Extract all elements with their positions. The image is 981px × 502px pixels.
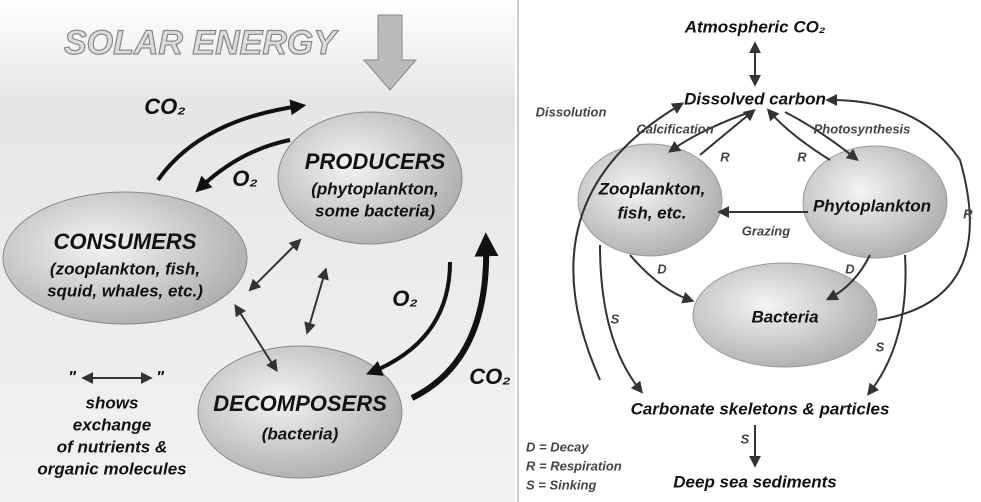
legend-text: S = Sinking [526, 477, 596, 492]
node-label: DECOMPOSERS [213, 391, 387, 416]
node-sublabel: (zooplankton, fish, [50, 259, 200, 278]
consumers-node [3, 192, 247, 324]
process-label: R [720, 149, 730, 164]
node-label: fish, etc. [618, 203, 687, 222]
process-label: S [611, 311, 620, 326]
process-label: Calcification [636, 121, 713, 136]
legend-quote: " [156, 367, 165, 386]
node-label: Atmospheric CO₂ [684, 17, 826, 36]
flow-label: O₂ [232, 166, 258, 191]
arrow [600, 245, 640, 390]
process-label: Grazing [742, 223, 790, 238]
legend-text: organic molecules [37, 459, 186, 478]
node-sublabel: squid, whales, etc.) [47, 281, 203, 300]
process-label: D [657, 261, 667, 276]
node-sublabel: (bacteria) [262, 424, 339, 443]
diagram: SOLAR ENERGY PRODUCERS (phytoplankton, s… [0, 0, 981, 502]
node-label: Phytoplankton [813, 196, 931, 215]
node-label: CONSUMERS [53, 229, 196, 254]
node-label: Carbonate skeletons & particles [631, 399, 890, 418]
flow-label: CO₂ [144, 94, 185, 119]
node-label: Dissolved carbon [684, 89, 826, 108]
process-label: S [876, 339, 885, 354]
process-label: Dissolution [536, 104, 607, 119]
zooplankton-node [578, 144, 722, 256]
right-panel: Atmospheric CO₂ Dissolved carbon Zooplan… [526, 17, 973, 492]
legend-text: R = Respiration [526, 458, 622, 473]
process-label: D [845, 261, 855, 276]
legend-text: exchange [73, 415, 151, 434]
flow-label: CO₂ [469, 364, 510, 389]
process-label: Photosynthesis [814, 121, 911, 136]
process-label: R [963, 206, 973, 221]
node-sublabel: some bacteria) [315, 201, 435, 220]
title: SOLAR ENERGY [64, 24, 339, 62]
process-label: S [741, 431, 750, 446]
left-panel: SOLAR ENERGY PRODUCERS (phytoplankton, s… [0, 0, 515, 502]
node-label: Deep sea sediments [673, 472, 836, 491]
producers-node [278, 112, 462, 244]
process-label: R [797, 149, 807, 164]
flow-label: O₂ [392, 286, 418, 311]
node-label: PRODUCERS [305, 149, 446, 174]
node-sublabel: (phytoplankton, [311, 179, 438, 198]
legend-text: of nutrients & [57, 437, 168, 456]
node-label: Bacteria [751, 307, 818, 326]
legend-quote: " [68, 367, 77, 386]
legend-text: D = Decay [526, 439, 589, 454]
node-label: Zooplankton, [598, 179, 706, 198]
legend-text: shows [86, 393, 139, 412]
